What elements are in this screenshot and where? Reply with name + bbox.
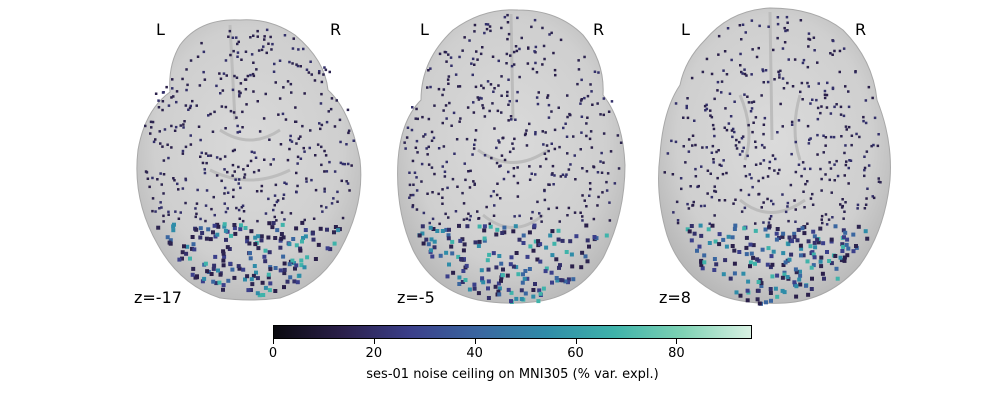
right-orientation-label: R <box>855 20 867 39</box>
left-orientation-label: L <box>420 20 429 39</box>
noise-ceiling-overlay <box>663 15 882 306</box>
slice-coordinate-label: z=8 <box>659 288 691 307</box>
colorbar-tick <box>575 339 577 344</box>
colorbar <box>273 325 752 339</box>
colorbar-tick <box>474 339 476 344</box>
slice-coordinate-label: z=-17 <box>134 288 182 307</box>
right-orientation-label: R <box>330 20 342 39</box>
colorbar-tick-label: 80 <box>668 346 685 361</box>
colorbar-tick-label: 20 <box>365 346 383 361</box>
colorbar-tick <box>676 339 678 344</box>
noise-ceiling-overlay <box>144 28 355 298</box>
brain-outline <box>397 9 626 304</box>
colorbar-tick-label: 40 <box>466 346 483 361</box>
slice-coordinate-label: z=-5 <box>397 288 435 307</box>
colorbar-tick <box>273 339 274 344</box>
slice-panel-z8: L R z=8 <box>645 0 905 320</box>
left-orientation-label: L <box>681 20 690 39</box>
brain-outline <box>658 7 891 304</box>
brain-slice-image <box>136 19 362 301</box>
brain-slice-image <box>658 7 891 306</box>
noise-ceiling-overlay <box>403 13 623 304</box>
colorbar-gradient <box>274 326 751 338</box>
slice-panel-z-5: L R z=-5 <box>383 0 643 320</box>
colorbar-tick-label: 0 <box>268 346 278 361</box>
colorbar-tick-label: 60 <box>567 346 584 361</box>
right-orientation-label: R <box>593 20 605 39</box>
slice-panel-z-17: L R z=-17 <box>120 0 380 320</box>
colorbar-title: ses-01 noise ceiling on MNI305 (% var. e… <box>366 367 659 382</box>
brain-slice-image <box>397 9 626 304</box>
left-orientation-label: L <box>156 20 165 39</box>
colorbar-tick <box>373 339 375 344</box>
